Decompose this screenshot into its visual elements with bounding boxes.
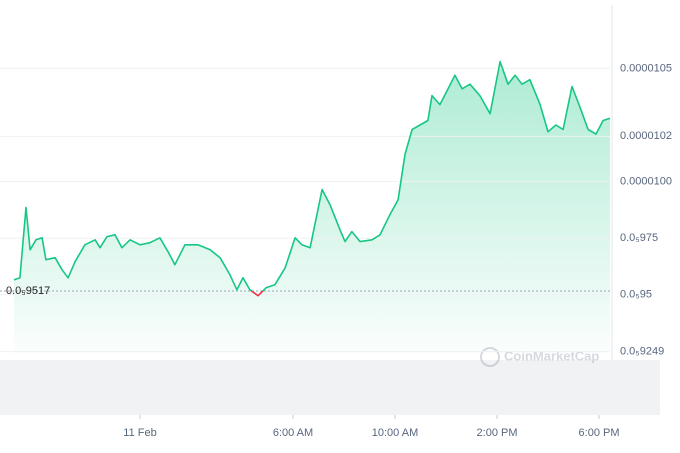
x-tick-label: 11 Feb [123,427,156,439]
baseline-label: 0.0₅9517 [6,285,50,297]
x-tick-label: 6:00 PM [579,427,620,439]
watermark-logo [480,347,500,367]
watermark: CoinMarketCap [480,347,599,367]
x-tick-label: 6:00 AM [273,427,313,439]
y-tick-label: 0.0₅95 [620,289,652,301]
range-selector[interactable] [0,360,660,415]
y-tick-label: 0.0000102 [620,130,672,142]
y-tick-label: 0.0000105 [620,62,672,74]
y-tick-label: 0.0000100 [620,176,672,188]
y-tick-label: 0.0₅9249 [620,346,664,358]
price-line [13,60,611,297]
x-tick-label: 10:00 AM [372,427,418,439]
y-tick-label: 0.0₅975 [620,232,658,244]
price-area [14,61,610,353]
x-tick-label: 2:00 PM [477,427,518,439]
watermark-text: CoinMarketCap [504,348,599,363]
